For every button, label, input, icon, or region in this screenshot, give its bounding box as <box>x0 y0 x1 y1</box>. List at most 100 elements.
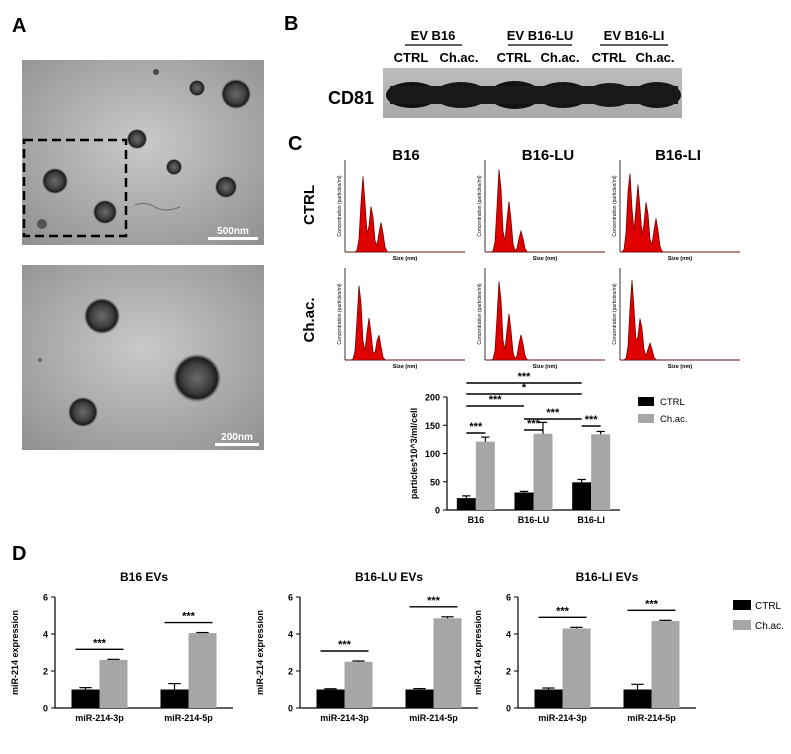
em-image-top: 500nm <box>22 60 264 245</box>
nta-plot-5: Concentration (particles/ml) Size (nm) <box>477 268 605 370</box>
nta-plot-3: Concentration (particles/ml) Size (nm) <box>612 160 740 262</box>
lane-label-2: Ch.ac. <box>439 50 478 65</box>
y-tick-label: 6 <box>506 593 511 603</box>
blot-group-3: EV B16-LI <box>604 28 665 43</box>
bar-chac-2 <box>651 621 680 708</box>
x-tick-label: miR-214-5p <box>409 713 458 723</box>
legend-d-swatch-2 <box>733 620 751 630</box>
y-tick-label: 2 <box>288 667 293 677</box>
nta-ylabel: Concentration (particles/ml) <box>612 175 618 236</box>
chart-title: B16 EVs <box>120 570 168 584</box>
blot-protein-label: CD81 <box>328 88 374 108</box>
nta-row-ctrl: CTRL <box>301 185 318 225</box>
y-axis-label: miR-214 expression <box>473 610 483 695</box>
x-tick-label: B16-LU <box>518 515 550 525</box>
legend-label-2: Ch.ac. <box>660 414 687 425</box>
sig-lu-stars: *** <box>527 418 541 430</box>
y-tick-label: 0 <box>435 506 440 516</box>
nta-xlabel: Size (nm) <box>668 256 693 262</box>
y-tick-label: 4 <box>43 630 48 640</box>
nta-ylabel: Concentration (particles/ml) <box>612 283 618 344</box>
bar-ctrl-2 <box>514 492 534 510</box>
x-tick-label: miR-214-3p <box>538 713 587 723</box>
nta-profile <box>620 280 740 361</box>
chart-title: B16-LU EVs <box>355 570 423 584</box>
sig-second-stars: * <box>522 382 527 394</box>
sig-b16-lu-stars: *** <box>489 394 503 406</box>
nta-profile <box>619 173 740 253</box>
nta-xlabel: Size (nm) <box>533 364 558 370</box>
nta-xlabel: Size (nm) <box>393 256 418 262</box>
bar-chac-2 <box>188 633 217 708</box>
nta-profile <box>345 176 465 253</box>
y-tick-label: 0 <box>43 704 48 714</box>
sig-chart-b16li-1-stars: *** <box>556 605 570 617</box>
legend-d-swatch-1 <box>733 600 751 610</box>
sig-b16-stars: *** <box>469 421 483 433</box>
scale-bar-bottom <box>215 443 259 446</box>
y-axis-label: miR-214 expression <box>255 610 265 695</box>
x-tick-label: miR-214-5p <box>627 713 676 723</box>
nta-row-chac: Ch.ac. <box>301 297 318 342</box>
chart-b16li-evs: 0 2 4 6 miR-214 expression B16-LI EVs miR-214-… <box>473 570 696 723</box>
nta-xlabel: Size (nm) <box>393 364 418 370</box>
sig-lu-li-stars: *** <box>546 407 560 419</box>
panel-d-letter: D <box>12 543 26 565</box>
lane-label-3: CTRL <box>497 50 532 65</box>
nta-ylabel: Concentration (particles/ml) <box>337 175 343 236</box>
panel-b-letter: B <box>284 13 298 35</box>
bar-chac-1 <box>344 661 373 708</box>
bar-chac-1 <box>475 441 495 510</box>
nta-xlabel: Size (nm) <box>533 256 558 262</box>
bar-ctrl-1 <box>456 498 476 510</box>
y-tick-label: 2 <box>43 667 48 677</box>
bar-chac-1 <box>99 659 128 708</box>
x-tick-label: miR-214-3p <box>320 713 369 723</box>
lane-label-6: Ch.ac. <box>635 50 674 65</box>
nta-col-b16lu: B16-LU <box>522 147 575 164</box>
bar-chac-2 <box>433 618 462 708</box>
y-tick-label: 4 <box>288 630 293 640</box>
nta-xlabel: Size (nm) <box>668 364 693 370</box>
particles-chart: 0 50 100 150 200 particles*10^3/ml/cell B16 B16… <box>409 371 687 525</box>
legend-swatch-1 <box>638 397 654 406</box>
bar-ctrl-1 <box>316 689 345 708</box>
scale-label-top: 500nm <box>217 226 249 237</box>
sig-chart-b16-2-stars: *** <box>182 611 196 623</box>
nta-ylabel: Concentration (particles/ml) <box>477 283 483 344</box>
panel-a-letter: A <box>12 15 26 37</box>
y-tick-label: 4 <box>506 630 511 640</box>
nta-col-b16li: B16-LI <box>655 147 701 164</box>
sig-chart-b16-1-stars: *** <box>93 637 107 649</box>
nta-ylabel: Concentration (particles/ml) <box>477 175 483 236</box>
y-axis-label: particles*10^3/ml/cell <box>409 408 419 499</box>
y-tick-label: 6 <box>43 593 48 603</box>
western-blot <box>383 68 682 118</box>
y-axis-label: miR-214 expression <box>10 610 20 695</box>
nta-ylabel: Concentration (particles/ml) <box>337 283 343 344</box>
panel-c-letter: C <box>288 133 302 155</box>
sig-chart-b16lu-1-stars: *** <box>338 639 352 651</box>
x-tick-label: miR-214-5p <box>164 713 213 723</box>
sig-top-stars: *** <box>518 371 532 383</box>
nta-plot-6: Concentration (particles/ml) Size (nm) <box>612 268 740 370</box>
bar-chac-3 <box>591 434 611 510</box>
bar-ctrl-3 <box>572 482 592 510</box>
sig-li-stars: *** <box>585 414 599 426</box>
bar-ctrl-1 <box>71 689 100 708</box>
blot-headers: EV B16 EV B16-LU EV B16-LI CTRL Ch.ac. C… <box>394 28 675 65</box>
y-tick-label: 150 <box>425 421 440 431</box>
x-tick-label: miR-214-3p <box>75 713 124 723</box>
bar-ctrl-2 <box>160 689 189 708</box>
em-image-bottom: 200nm <box>22 265 264 450</box>
nta-profile <box>345 285 465 361</box>
bar-ctrl-2 <box>405 689 434 708</box>
nta-plot-4: Concentration (particles/ml) Size (nm) <box>337 268 465 370</box>
bar-chac-2 <box>533 433 553 510</box>
blot-group-2: EV B16-LU <box>507 28 573 43</box>
y-tick-label: 0 <box>288 704 293 714</box>
lane-label-4: Ch.ac. <box>540 50 579 65</box>
legend-label-1: CTRL <box>660 397 685 408</box>
legend-panel-d: CTRL Ch.ac. <box>733 600 784 632</box>
